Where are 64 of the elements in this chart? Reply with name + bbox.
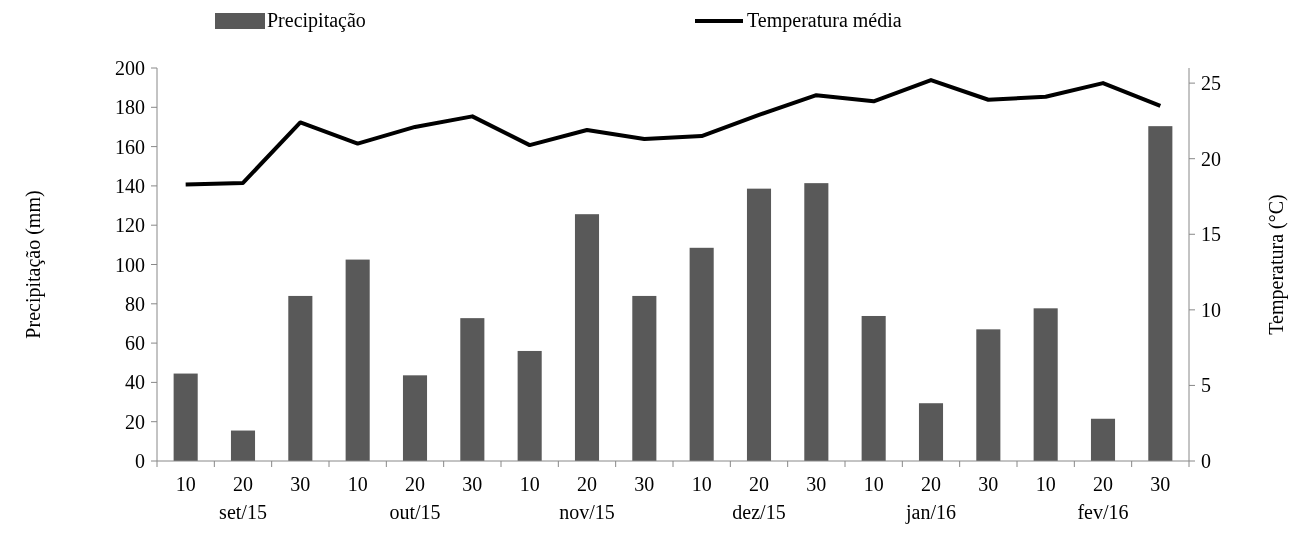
bar	[632, 295, 657, 461]
x-tick-label: 10	[863, 473, 884, 495]
x-tick-label: 30	[462, 473, 483, 495]
bar	[1090, 418, 1116, 461]
y-tick-label: 200	[115, 57, 145, 79]
x-tick-label: 20	[921, 473, 941, 495]
x-tick-label: 30	[978, 473, 999, 495]
bar	[861, 315, 886, 461]
bar	[460, 318, 485, 461]
bar	[288, 295, 313, 461]
bar	[976, 329, 1001, 461]
bar	[345, 259, 370, 461]
y-tick-label: 0	[135, 450, 145, 472]
x-tick-label: 30	[290, 473, 311, 495]
text: dez/15	[732, 501, 786, 523]
x-tick-label: 10	[1035, 473, 1056, 495]
bar	[574, 214, 600, 461]
bar	[746, 188, 772, 461]
x-tick-label: 10	[175, 473, 196, 495]
x-tick-label: 20	[233, 473, 253, 495]
x-tick-label: 20	[577, 473, 597, 495]
text: set/15	[219, 501, 267, 523]
y2-tick-label: 20	[1201, 147, 1221, 170]
legend-label: Precipitação	[267, 9, 366, 32]
x-tick-label: 20	[749, 473, 769, 495]
text: jan/16	[905, 501, 956, 524]
bar	[1033, 308, 1058, 461]
y-tick-label: 180	[115, 96, 145, 119]
legend-label: Temperatura média	[747, 9, 902, 32]
x-tick-label: 10	[519, 473, 540, 495]
x-tick-label: 30	[806, 473, 827, 495]
y-tick-label: 160	[115, 135, 145, 158]
bar	[804, 183, 829, 461]
x-tick-label: 20	[1093, 473, 1113, 495]
y2-axis-title: Temperatura (°C)	[1265, 194, 1288, 335]
line-series	[183, 78, 1163, 187]
y2-tick-label: 15	[1201, 223, 1221, 246]
y2-tick-label: 5	[1201, 374, 1211, 397]
bar	[517, 350, 542, 461]
y-tick-label: 20	[125, 410, 145, 433]
text: nov/15	[559, 501, 615, 523]
x-tick-label: 30	[634, 473, 655, 495]
bar	[1148, 126, 1173, 461]
text: fev/16	[1077, 501, 1129, 523]
x-tick-label: 20	[405, 473, 425, 495]
text: out/15	[389, 501, 441, 523]
x-tick-label: 30	[1150, 473, 1171, 495]
y2-tick-label: 10	[1201, 298, 1221, 321]
x-tick-label: 10	[691, 473, 712, 495]
y-tick-label: 140	[115, 174, 145, 197]
bar	[402, 375, 428, 461]
y2-tick-label: 0	[1201, 450, 1211, 472]
bar	[918, 403, 944, 461]
bar	[173, 373, 198, 461]
bar	[689, 247, 714, 461]
x-tick-label: 10	[347, 473, 368, 495]
y-axis-title: Precipitação (mm)	[22, 190, 45, 339]
y-tick-label: 120	[115, 214, 145, 237]
y-tick-label: 40	[125, 371, 145, 394]
bar	[230, 430, 256, 461]
y-tick-label: 60	[125, 332, 145, 355]
y-tick-label: 100	[115, 253, 145, 276]
y2-tick-label: 25	[1201, 72, 1221, 95]
y-tick-label: 80	[125, 292, 145, 315]
